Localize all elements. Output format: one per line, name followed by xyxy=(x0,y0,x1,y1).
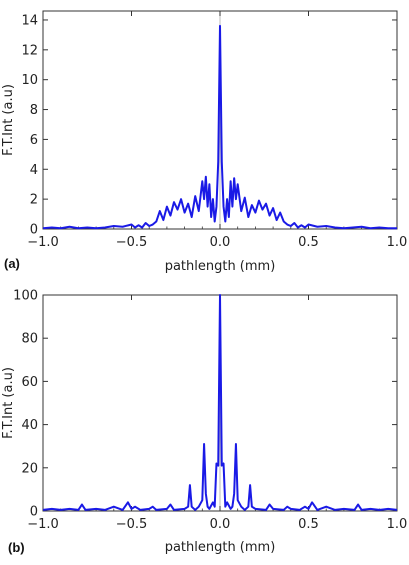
y-tick-label: 12 xyxy=(21,43,38,58)
y-tick-label: 20 xyxy=(21,461,38,476)
y-tick-label: 14 xyxy=(21,13,38,28)
y-tick-label: 4 xyxy=(30,163,38,178)
x-tick-label: −1.0 xyxy=(27,235,59,250)
y-tick-label: 0 xyxy=(30,223,38,238)
x-tick-label: 0.5 xyxy=(298,235,319,250)
series-line xyxy=(42,294,398,511)
x-tick-label: 0.0 xyxy=(210,235,231,250)
y-tick-label: 6 xyxy=(30,133,38,148)
x-tick-label: 1.0 xyxy=(387,517,408,532)
y-axis-label: F.T.Int (a.u) xyxy=(1,84,16,156)
x-tick-label: 0.0 xyxy=(210,517,231,532)
y-tick-label: 100 xyxy=(13,289,38,304)
y-tick-label: 60 xyxy=(21,375,38,390)
x-tick-label: −0.5 xyxy=(116,235,148,250)
chart-panel-1: −1.0 −0.5 0.0 0.5 1.0 0 2 4 6 8 10 12 14 pathlength (… xyxy=(1,10,408,274)
panel-label: (a) xyxy=(4,256,20,271)
y-tick-label: 10 xyxy=(21,73,38,88)
y-tick-label: 80 xyxy=(21,332,38,347)
x-axis-label: pathlength (mm) xyxy=(165,540,276,555)
panel-label: (b) xyxy=(8,540,25,555)
x-tick-label: 0.5 xyxy=(298,517,319,532)
series-line xyxy=(42,24,397,230)
y-tick-label: 8 xyxy=(30,103,38,118)
chart-panel-2: −1.0 −0.5 0.0 0.5 1.0 0 20 40 60 80 100 pathlength … xyxy=(1,289,407,556)
y-tick-label: 40 xyxy=(21,418,38,433)
y-axis-label: F.T.Int (a.u) xyxy=(1,367,16,439)
y-tick-label: 2 xyxy=(30,193,38,208)
x-tick-label: −1.0 xyxy=(27,517,59,532)
x-tick-label: 1.0 xyxy=(387,235,408,250)
x-tick-label: −0.5 xyxy=(116,517,148,532)
x-axis-label: pathlength (mm) xyxy=(165,259,276,274)
y-tick-label: 0 xyxy=(30,505,38,520)
